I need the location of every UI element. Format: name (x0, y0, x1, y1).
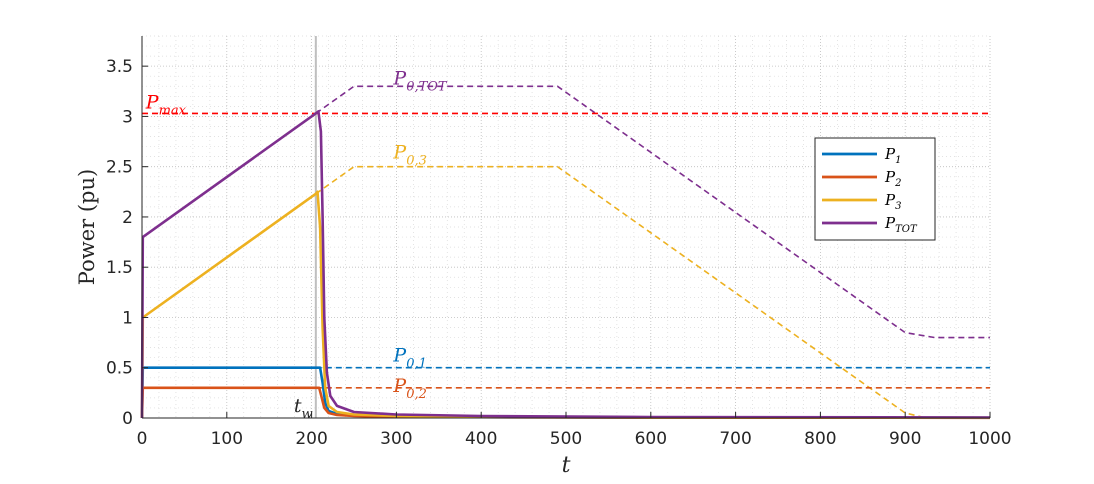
annotation-pmax: Pmax (145, 91, 187, 118)
annotation-pmax-sub: max (159, 103, 187, 118)
legend-label-sub: 3 (895, 201, 901, 212)
annotation-p0tot: P0,TOT (392, 67, 448, 94)
y-tick-label: 1.5 (106, 258, 133, 278)
annotation-p0tot-main: P (392, 67, 407, 89)
y-axis-label: Power (pu) (75, 169, 99, 285)
y-tick-label: 2.5 (106, 158, 133, 178)
annotation-tw: tw (294, 395, 313, 422)
y-tick-label: 3.5 (106, 57, 133, 77)
y-tick-label: 0 (122, 409, 133, 429)
annotation-p01: P0,1 (392, 345, 426, 372)
x-tick-label: 600 (635, 429, 667, 449)
annotation-pmax-main: P (145, 91, 160, 113)
legend-label-main: P (884, 191, 896, 209)
annotation-tw-main: t (294, 395, 302, 417)
annotation-p03-sub: 0,3 (406, 154, 427, 169)
x-tick-label: 1000 (968, 429, 1011, 449)
y-tick-label: 3 (122, 107, 133, 127)
reference-lines (142, 85, 990, 419)
legend-label-main: P (884, 145, 896, 163)
x-tick-label: 900 (889, 429, 921, 449)
annotation-p0tot-sub: 0,TOT (406, 79, 448, 94)
annotation-p02-sub: 0,2 (406, 387, 427, 402)
legend-label-sub: 1 (895, 155, 901, 166)
x-tick-label: 700 (719, 429, 751, 449)
x-tick-label: 800 (804, 429, 836, 449)
legend-label-tot: PTOT (884, 214, 918, 235)
x-axis-label: t (562, 453, 571, 478)
legend-label-1: P1 (884, 145, 901, 166)
legend-label-2: P2 (884, 168, 901, 189)
reference-line-p03 (315, 165, 990, 419)
legend-label-sub: 2 (894, 178, 901, 189)
x-tick-label: 0 (137, 429, 148, 449)
annotation-p03: P0,3 (392, 142, 426, 169)
annotation-p01-sub: 0,1 (406, 357, 427, 372)
y-tick-label: 2 (122, 208, 133, 228)
y-tick-labels: 0 0.5 1 1.5 2 2.5 3 3.5 (106, 57, 133, 429)
axes (141, 36, 991, 419)
legend-label-main: P (884, 214, 896, 232)
x-tick-label: 500 (550, 429, 582, 449)
y-tick-label: 0.5 (106, 359, 133, 379)
annotation-p01-main: P (392, 345, 407, 367)
series-line-tot (140, 110, 991, 419)
y-tick-label: 1 (122, 308, 133, 328)
legend-label-main: P (884, 168, 896, 186)
annotation-p02-main: P (392, 375, 407, 397)
reference-line-p0tot (315, 85, 990, 339)
x-tick-label: 200 (295, 429, 327, 449)
annotation-p02: P0,2 (392, 375, 426, 402)
annotation-p03-main: P (392, 142, 407, 164)
annotation-tw-sub: w (301, 407, 312, 422)
x-tick-label: 300 (380, 429, 412, 449)
legend-label-3: P3 (884, 191, 901, 212)
x-tick-labels: 0 100 200 300 400 500 600 700 800 900 1000 (137, 429, 1012, 449)
legend-label-sub: TOT (895, 224, 918, 235)
x-tick-label: 400 (465, 429, 497, 449)
x-tick-label: 100 (211, 429, 243, 449)
